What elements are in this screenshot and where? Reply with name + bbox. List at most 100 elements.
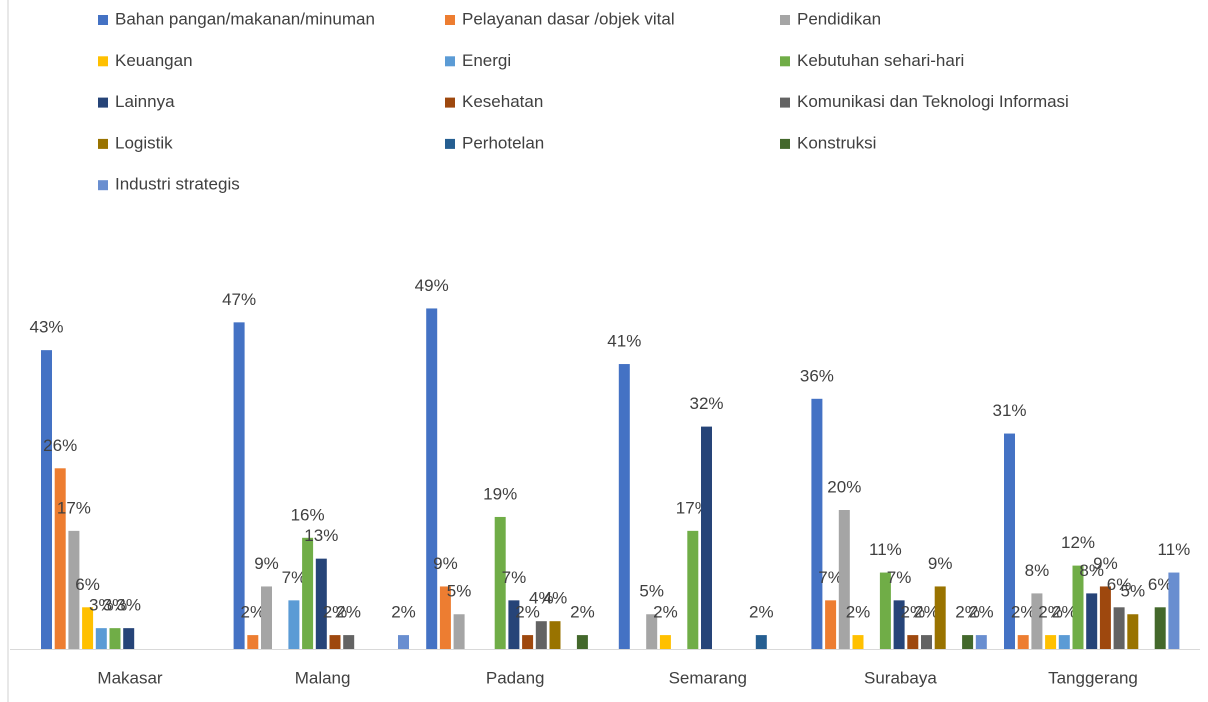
- bar: [508, 600, 520, 649]
- bar: [879, 572, 891, 649]
- bar: [811, 398, 823, 649]
- value-label: 36%: [800, 366, 834, 385]
- bar: [109, 628, 121, 649]
- x-tick-label: Padang: [486, 668, 545, 687]
- bar: [755, 635, 767, 649]
- bar: [233, 322, 245, 649]
- value-label: 11%: [869, 540, 902, 559]
- bar: [921, 635, 932, 649]
- bar: [852, 635, 864, 649]
- x-tick-label: Semarang: [669, 668, 747, 687]
- value-label: 6%: [1107, 575, 1132, 594]
- bar: [302, 537, 314, 649]
- bar: [1154, 607, 1166, 649]
- value-label: 9%: [1093, 554, 1118, 573]
- legend-swatch: [98, 180, 108, 191]
- bar: [343, 635, 355, 649]
- value-label: 5%: [1121, 582, 1146, 601]
- value-label: 3%: [103, 596, 128, 615]
- bar: [1004, 433, 1015, 649]
- legend-swatch: [98, 56, 108, 67]
- bar: [825, 600, 837, 649]
- bar: [68, 530, 80, 649]
- value-label: 3%: [89, 596, 114, 615]
- x-tick-label: Malang: [295, 668, 351, 687]
- bar: [123, 628, 135, 649]
- bar: [576, 635, 588, 649]
- value-label: 19%: [483, 484, 517, 503]
- value-label: 12%: [1061, 533, 1095, 552]
- value-label: 7%: [818, 568, 843, 587]
- value-label: 7%: [887, 568, 912, 587]
- value-label: 26%: [43, 436, 77, 455]
- bar: [261, 586, 272, 649]
- value-label: 2%: [336, 603, 361, 622]
- bar: [893, 600, 905, 649]
- value-label: 5%: [639, 582, 664, 601]
- value-label: 2%: [969, 603, 994, 622]
- bar: [535, 621, 547, 649]
- bar: [549, 621, 561, 649]
- bar: [646, 614, 658, 649]
- bar: [975, 635, 987, 649]
- value-label: 2%: [653, 603, 678, 622]
- bar: [41, 350, 52, 649]
- legend-label: Komunikasi dan Teknologi Informasi: [797, 92, 1069, 111]
- x-tick-label: Surabaya: [864, 668, 937, 687]
- value-label: 2%: [391, 603, 416, 622]
- legend-swatch: [780, 138, 790, 149]
- x-tick-label: Tanggerang: [1048, 668, 1138, 687]
- value-label: 11%: [1158, 540, 1191, 559]
- bar: [439, 586, 451, 649]
- legend-label: Logistik: [115, 133, 173, 152]
- bar: [288, 600, 300, 649]
- legend-label: Kebutuhan sehari-hari: [797, 51, 964, 70]
- legend-label: Kesehatan: [462, 92, 543, 111]
- value-label: 17%: [57, 498, 91, 517]
- bar: [54, 468, 66, 649]
- bar: [618, 364, 630, 649]
- bar: [1017, 635, 1029, 649]
- legend-label: Lainnya: [115, 92, 175, 111]
- value-label: 8%: [1025, 561, 1050, 580]
- legend-label: Perhotelan: [462, 133, 544, 152]
- legend-label: Pendidikan: [797, 9, 881, 28]
- value-label: 8%: [1079, 561, 1104, 580]
- value-label: 16%: [291, 505, 325, 524]
- value-label: 7%: [282, 568, 307, 587]
- value-label: 4%: [543, 589, 568, 608]
- bar: [1031, 593, 1043, 649]
- value-label: 43%: [29, 318, 63, 337]
- legend-swatch: [98, 138, 108, 149]
- legend-label: Industri strategis: [115, 175, 240, 194]
- value-label: 2%: [515, 603, 540, 622]
- value-label: 2%: [1052, 603, 1077, 622]
- legend-swatch: [98, 97, 108, 108]
- legend-swatch: [780, 97, 790, 108]
- bar: [82, 607, 94, 649]
- bar: [659, 635, 671, 649]
- value-label: 2%: [749, 603, 774, 622]
- bar: [1086, 593, 1098, 649]
- bar: [398, 635, 409, 649]
- legend-label: Pelayanan dasar /objek vital: [462, 9, 675, 28]
- bar: [315, 558, 327, 649]
- value-label: 13%: [304, 526, 338, 545]
- bar: [687, 530, 699, 649]
- bar: [453, 614, 465, 649]
- legend-label: Konstruksi: [797, 133, 876, 152]
- legend-swatch: [780, 15, 790, 25]
- value-label: 47%: [222, 290, 256, 309]
- value-label: 6%: [1148, 575, 1173, 594]
- value-label: 2%: [323, 603, 348, 622]
- value-label: 20%: [827, 477, 861, 496]
- bar: [1058, 635, 1070, 649]
- legend-swatch: [445, 138, 455, 149]
- value-label: 2%: [241, 603, 266, 622]
- bar: [329, 635, 341, 649]
- bar: [247, 635, 259, 649]
- bar: [701, 426, 712, 649]
- value-label: 5%: [447, 582, 472, 601]
- value-label: 41%: [607, 332, 641, 351]
